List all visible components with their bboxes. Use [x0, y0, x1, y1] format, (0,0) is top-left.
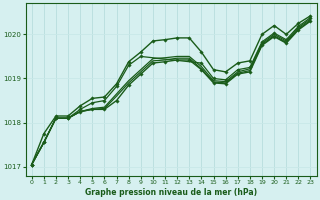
X-axis label: Graphe pression niveau de la mer (hPa): Graphe pression niveau de la mer (hPa) [85, 188, 257, 197]
